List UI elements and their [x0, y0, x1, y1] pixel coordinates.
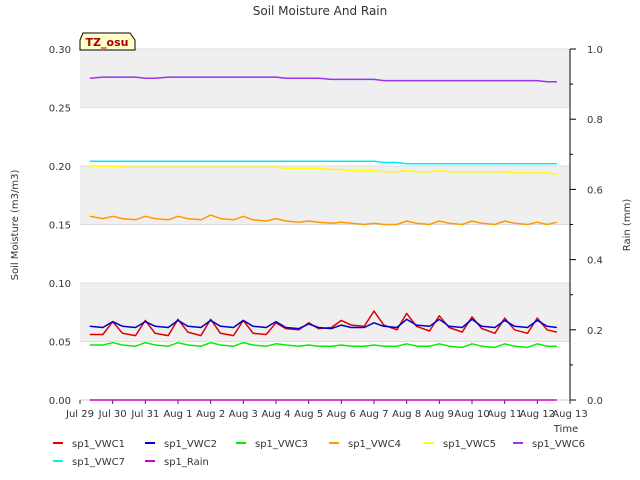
x-tick-label: Jul 31 — [130, 409, 159, 420]
y2-tick-label: 0.2 — [587, 326, 603, 337]
y-axis-label: Soil Moisture (m3/m3) — [10, 170, 21, 281]
y-tick-label: 0.15 — [49, 221, 71, 232]
x-tick-label: Aug 1 — [163, 409, 192, 420]
series-line-sp1_VWC6 — [89, 76, 557, 83]
legend-label-sp1_Rain: sp1_Rain — [164, 457, 209, 468]
y-tick-label: 0.30 — [49, 45, 71, 56]
legend-label-sp1_VWC3: sp1_VWC3 — [255, 439, 308, 450]
legend-label-sp1_VWC1: sp1_VWC1 — [72, 439, 125, 450]
legend-label-sp1_VWC6: sp1_VWC6 — [532, 439, 585, 450]
series-line-sp1_VWC5 — [89, 165, 557, 175]
x-tick-label: Aug 5 — [294, 409, 323, 420]
series-line-sp1_VWC2 — [89, 318, 557, 330]
left-y-axis: 0.00 0.05 0.10 0.15 0.20 0.25 0.30 — [49, 45, 71, 407]
legend-label-sp1_VWC5: sp1_VWC5 — [443, 439, 496, 450]
chart-title: Soil Moisture And Rain — [253, 4, 388, 18]
x-tick-label: Aug 2 — [196, 409, 225, 420]
legend-label-sp1_VWC7: sp1_VWC7 — [72, 457, 125, 468]
y2-tick-label: 1.0 — [587, 45, 603, 56]
y-tick-label: 0.20 — [49, 162, 71, 173]
site-label-background — [79, 32, 136, 51]
right-y-axis: 0.0 0.2 0.4 0.6 0.8 1.0 — [570, 45, 603, 407]
series-line-sp1_VWC7 — [89, 160, 557, 165]
y2-tick-label: 0.8 — [587, 115, 603, 126]
y-tick-label: 0.00 — [49, 396, 71, 407]
series-line-sp1_VWC3 — [89, 341, 557, 349]
x-tick-label: Jul 29 — [65, 409, 94, 420]
y2-tick-label: 0.4 — [587, 256, 603, 267]
x-tick-label: Aug 9 — [425, 409, 454, 420]
y2-axis-label: Rain (mm) — [622, 199, 633, 252]
x-tick-label: Aug 12 — [520, 409, 555, 420]
y2-tick-label: 0.6 — [587, 185, 603, 196]
y2-tick-label: 0.0 — [587, 396, 603, 407]
legend: sp1_VWC1 sp1_VWC2 sp1_VWC3 sp1_VWC4 sp1_VWC5… — [53, 439, 585, 468]
x-tick-label: Aug 3 — [229, 409, 258, 420]
data-series — [89, 76, 558, 401]
x-tick-label: Aug 7 — [359, 409, 388, 420]
y-tick-label: 0.25 — [49, 104, 71, 115]
legend-label-sp1_VWC4: sp1_VWC4 — [348, 439, 401, 450]
y-tick-label: 0.05 — [49, 338, 71, 349]
y-tick-label: 0.10 — [49, 279, 71, 290]
x-axis-label: Time — [553, 424, 578, 435]
x-tick-label: Jul 30 — [98, 409, 127, 420]
x-tick-label: Aug 10 — [454, 409, 489, 420]
series-line-sp1_VWC4 — [89, 214, 558, 226]
site-label: TZ_osu — [86, 36, 129, 49]
site-label-box: TZ_osu — [79, 32, 136, 51]
grid-band — [80, 166, 570, 225]
legend-label-sp1_VWC2: sp1_VWC2 — [164, 439, 217, 450]
x-tick-label: Aug 6 — [327, 409, 356, 420]
x-tick-label: Aug 13 — [552, 409, 587, 420]
grid-band — [80, 283, 570, 342]
x-tick-label: Aug 8 — [392, 409, 421, 420]
x-tick-label: Aug 4 — [261, 409, 290, 420]
x-tick-label: Aug 11 — [487, 409, 522, 420]
x-axis: Jul 29 Jul 30 Jul 31 Aug 1 Aug 2 Aug 3 Aug 4 Au… — [65, 400, 588, 420]
